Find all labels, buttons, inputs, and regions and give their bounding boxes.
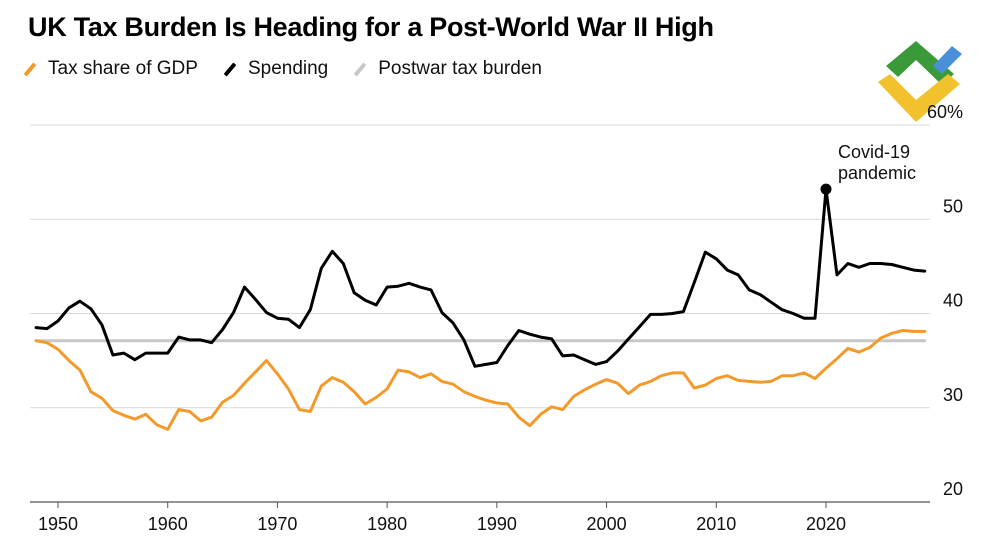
y-tick-label: 30 (943, 385, 963, 405)
logo-green-mark (886, 41, 954, 85)
x-tick-label: 1970 (257, 514, 297, 534)
chart-title: UK Tax Burden Is Heading for a Post-Worl… (28, 12, 714, 42)
spending-line (34, 187, 927, 368)
logo-yellow-mark (878, 74, 960, 122)
legend-item-spending: Spending (223, 58, 329, 80)
litefinance-logo-icon (878, 41, 962, 122)
legend-label-tax: Tax share of GDP (48, 58, 198, 79)
chart-legend: Tax share of GDP Spending Postwar tax bu… (23, 58, 542, 80)
legend-item-tax: Tax share of GDP (23, 58, 198, 80)
axis-layer: 60% 50 40 30 20 1950 1960 1970 1980 1990 2000 2010 2… (38, 102, 963, 534)
series-layer (34, 187, 927, 431)
logo-blue-mark (933, 46, 962, 74)
covid-annotation-line: Covid-19 (838, 142, 910, 162)
y-tick-label: 40 (943, 291, 963, 311)
x-tick-label: 1950 (38, 514, 78, 534)
grid-layer (30, 124, 930, 503)
legend-label-spending: Spending (247, 58, 329, 79)
x-tick-label: 2010 (696, 514, 736, 534)
tax-share-line (34, 329, 927, 431)
x-tick-label: 2020 (806, 514, 846, 534)
covid-marker (820, 183, 832, 195)
y-tick-label: 20 (943, 479, 963, 499)
x-tick-label: 1980 (367, 514, 407, 534)
legend-label-postwar: Postwar tax burden (378, 58, 542, 79)
y-tick-label: 50 (943, 196, 963, 216)
legend-item-postwar: Postwar tax burden (353, 58, 542, 80)
covid-annotation-line: pandemic (838, 163, 916, 183)
y-tick-label: 60% (927, 102, 963, 122)
x-tick-label: 1990 (477, 514, 517, 534)
x-tick-label: 2000 (587, 514, 627, 534)
x-tick-label: 1960 (148, 514, 188, 534)
